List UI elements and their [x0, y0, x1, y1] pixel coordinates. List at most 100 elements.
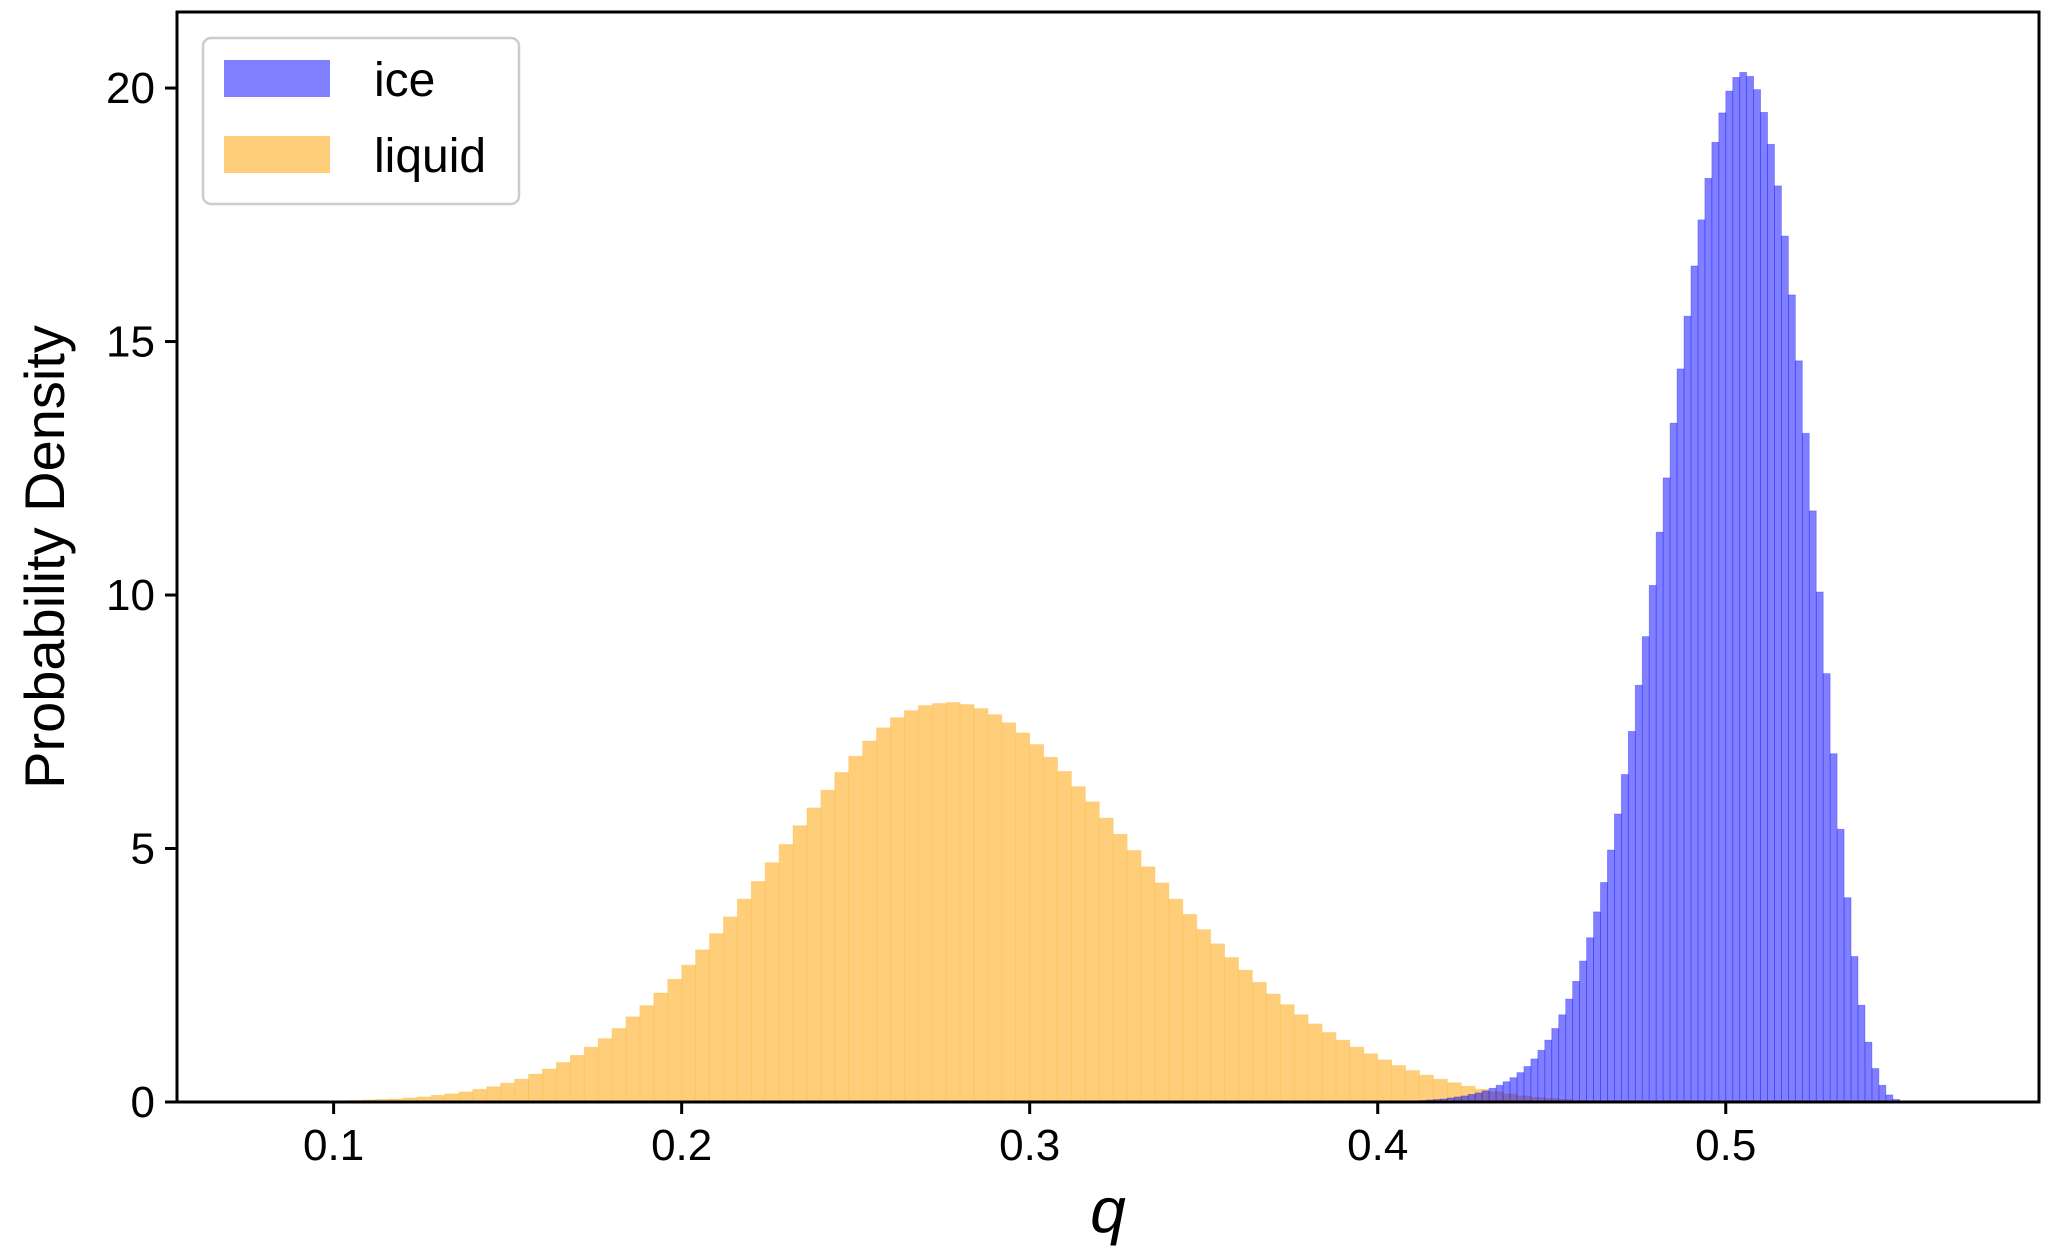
bar-liquid	[876, 727, 891, 1103]
bar-ice	[1607, 849, 1615, 1103]
y-axis-label: Probability Density	[13, 325, 76, 789]
bar-ice	[1544, 1039, 1553, 1103]
bar-liquid	[1182, 914, 1198, 1103]
bar-ice	[1669, 422, 1678, 1103]
bar-liquid	[820, 789, 836, 1103]
bar-liquid	[569, 1054, 585, 1103]
x-tick-label: 0.3	[999, 1121, 1060, 1170]
legend-swatch-ice	[224, 60, 330, 97]
legend-label-ice: ice	[374, 54, 435, 107]
bar-ice	[1788, 294, 1796, 1103]
bar-ice	[1829, 753, 1838, 1103]
bar-liquid	[611, 1028, 627, 1103]
y-axis-ticks: 0 5 10 15 20	[106, 64, 177, 1127]
bar-ice	[1690, 265, 1699, 1103]
bar-ice	[1593, 911, 1601, 1103]
bar-liquid	[792, 825, 808, 1103]
y-tick-label: 15	[106, 318, 155, 367]
bar-liquid	[931, 703, 947, 1103]
bar-liquid	[1224, 957, 1239, 1103]
bar-ice	[1864, 1041, 1873, 1103]
bar-ice	[1530, 1058, 1539, 1103]
bar-liquid	[1210, 943, 1225, 1103]
bar-ice	[1509, 1077, 1518, 1103]
bar-ice	[1732, 77, 1741, 1103]
bar-liquid	[458, 1091, 474, 1103]
bar-liquid	[1307, 1023, 1323, 1103]
bar-ice	[1739, 71, 1748, 1103]
bar-liquid	[1335, 1039, 1351, 1103]
bar-ice	[1620, 774, 1629, 1103]
bar-liquid	[1391, 1065, 1406, 1103]
bar-liquid	[667, 978, 683, 1103]
x-tick-label: 0.4	[1347, 1121, 1408, 1170]
bar-ice	[1815, 591, 1824, 1103]
bar-liquid	[945, 702, 961, 1103]
bar-ice	[1704, 177, 1713, 1103]
y-tick-label: 10	[106, 571, 155, 620]
bar-liquid	[1098, 817, 1114, 1103]
bar-ice	[1600, 882, 1608, 1103]
bar-ice	[1697, 219, 1706, 1103]
bar-ice	[1725, 90, 1734, 1103]
bar-liquid	[848, 755, 864, 1103]
bar-liquid	[764, 862, 780, 1103]
bar-liquid	[681, 964, 696, 1103]
bar-ice	[1676, 368, 1685, 1103]
bar-liquid	[597, 1038, 613, 1103]
bar-ice	[1558, 1014, 1567, 1103]
series-ice-bars	[1391, 71, 1915, 1103]
bar-ice	[1627, 731, 1636, 1103]
legend-swatch-liquid	[224, 136, 330, 173]
bar-ice	[1565, 998, 1574, 1103]
bar-liquid	[1071, 786, 1086, 1103]
bar-liquid	[639, 1005, 655, 1103]
bar-ice	[1634, 684, 1643, 1103]
bar-liquid	[1377, 1059, 1393, 1103]
bar-liquid	[1405, 1070, 1420, 1103]
bar-ice	[1648, 584, 1657, 1103]
bar-ice	[1781, 235, 1789, 1103]
bar-liquid	[1363, 1053, 1379, 1103]
bar-liquid	[973, 708, 989, 1103]
bar-liquid	[806, 807, 822, 1103]
x-axis-label: q	[1090, 1174, 1126, 1246]
legend: ice liquid	[201, 36, 521, 206]
bar-liquid	[1168, 898, 1184, 1103]
bar-ice	[1481, 1090, 1490, 1103]
bar-ice	[1572, 980, 1580, 1103]
bar-liquid	[1029, 744, 1045, 1103]
bar-liquid	[750, 881, 766, 1103]
bar-ice	[1753, 89, 1761, 1103]
legend-label-liquid: liquid	[374, 130, 486, 183]
bar-ice	[1537, 1049, 1546, 1103]
y-tick-label: 20	[106, 64, 155, 113]
bar-liquid	[472, 1088, 488, 1103]
series-liquid-bars	[263, 702, 1629, 1103]
bar-ice	[1711, 141, 1720, 1103]
bar-liquid	[987, 714, 1003, 1103]
x-tick-label: 0.5	[1695, 1121, 1756, 1170]
bar-liquid	[778, 844, 794, 1103]
bar-ice	[1613, 813, 1622, 1103]
y-tick-label: 0	[131, 1078, 155, 1127]
bar-liquid	[1238, 969, 1253, 1103]
bar-ice	[1551, 1028, 1560, 1103]
bar-liquid	[904, 710, 919, 1103]
bar-ice	[1801, 432, 1810, 1103]
bar-ice	[1878, 1084, 1887, 1103]
bar-liquid	[1293, 1014, 1309, 1103]
x-axis-ticks: 0.1 0.2 0.3 0.4 0.5	[303, 1102, 1756, 1170]
bar-liquid	[1126, 850, 1142, 1103]
bar-liquid	[917, 705, 933, 1103]
bar-ice	[1586, 937, 1594, 1103]
bar-liquid	[890, 717, 905, 1103]
bar-liquid	[528, 1073, 543, 1103]
bar-ice	[1843, 897, 1852, 1103]
bar-ice	[1655, 531, 1664, 1103]
bar-liquid	[736, 898, 752, 1103]
bar-ice	[1774, 185, 1782, 1103]
plot-area	[263, 71, 1915, 1103]
bar-liquid	[1043, 756, 1058, 1103]
